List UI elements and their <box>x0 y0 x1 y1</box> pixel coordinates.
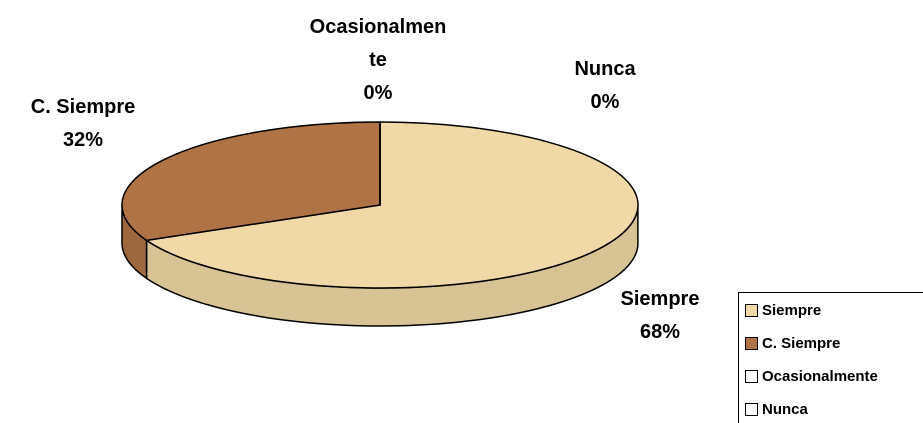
data-label: Nunca 0% <box>515 53 695 119</box>
pie-slice <box>121 121 381 242</box>
data-label-value: 0% <box>590 91 620 113</box>
data-label-category: C. Siempre <box>30 96 136 118</box>
data-label-value: 0% <box>363 82 393 104</box>
legend-item: Ocasionalmente <box>745 368 878 385</box>
legend-swatch <box>745 337 758 350</box>
data-label: Siempre 68% <box>570 283 750 349</box>
data-label-value: 68% <box>639 321 681 343</box>
legend-label: Siempre <box>762 302 822 319</box>
legend-swatch <box>745 370 758 383</box>
legend-label: C. Siempre <box>762 335 841 352</box>
legend: Siempre C. Siempre Ocasionalmente Nunca <box>738 292 923 423</box>
legend-item: C. Siempre <box>745 335 840 352</box>
legend-swatch <box>745 304 758 317</box>
legend-item: Nunca <box>745 401 808 418</box>
data-label: C. Siempre 32% <box>0 91 173 157</box>
legend-label: Ocasionalmente <box>762 368 878 385</box>
data-label-category: Nunca <box>574 58 636 80</box>
pie-slice <box>144 121 639 289</box>
legend-label: Nunca <box>762 401 808 418</box>
data-label: Ocasionalmente 0% <box>288 11 468 110</box>
data-label-category: Ocasionalmente <box>309 16 447 71</box>
legend-swatch <box>745 403 758 416</box>
data-label-value: 32% <box>62 129 104 151</box>
legend-item: Siempre <box>745 302 821 319</box>
data-label-category: Siempre <box>620 288 700 310</box>
